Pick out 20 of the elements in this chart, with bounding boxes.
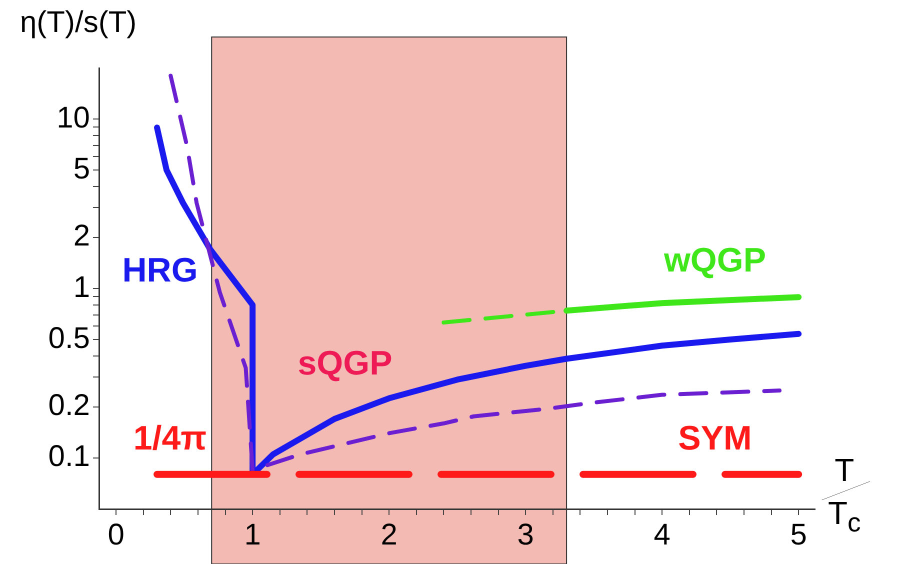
- annotation: sQGP: [298, 344, 392, 382]
- annotation: HRG: [122, 251, 198, 290]
- x-tick-label: 3: [517, 518, 534, 552]
- annotation: wQGP: [662, 241, 766, 280]
- y-tick-label: 10: [56, 101, 90, 134]
- y-tick-label: 2: [73, 220, 90, 253]
- x-tick-label: 4: [654, 518, 670, 552]
- x-tick-label: 5: [790, 518, 807, 552]
- y-tick-label: 5: [73, 152, 90, 186]
- x-tick-label: 0: [108, 518, 124, 552]
- x-axis-title: T/T$_{c}$: [808, 452, 882, 538]
- x-tick-label: 2: [380, 518, 398, 552]
- annotation: SYM: [678, 419, 752, 458]
- y-tick-label: 0.2: [48, 389, 90, 422]
- y-tick-label: 0.5: [48, 322, 90, 355]
- x-tick-label: 1: [244, 518, 261, 552]
- annotation: 1/4π: [133, 419, 207, 458]
- y-tick-label: 1: [73, 270, 90, 304]
- y-tick-label: 0.1: [48, 440, 90, 474]
- y-axis-title: η(T)/s(T): [20, 6, 137, 40]
